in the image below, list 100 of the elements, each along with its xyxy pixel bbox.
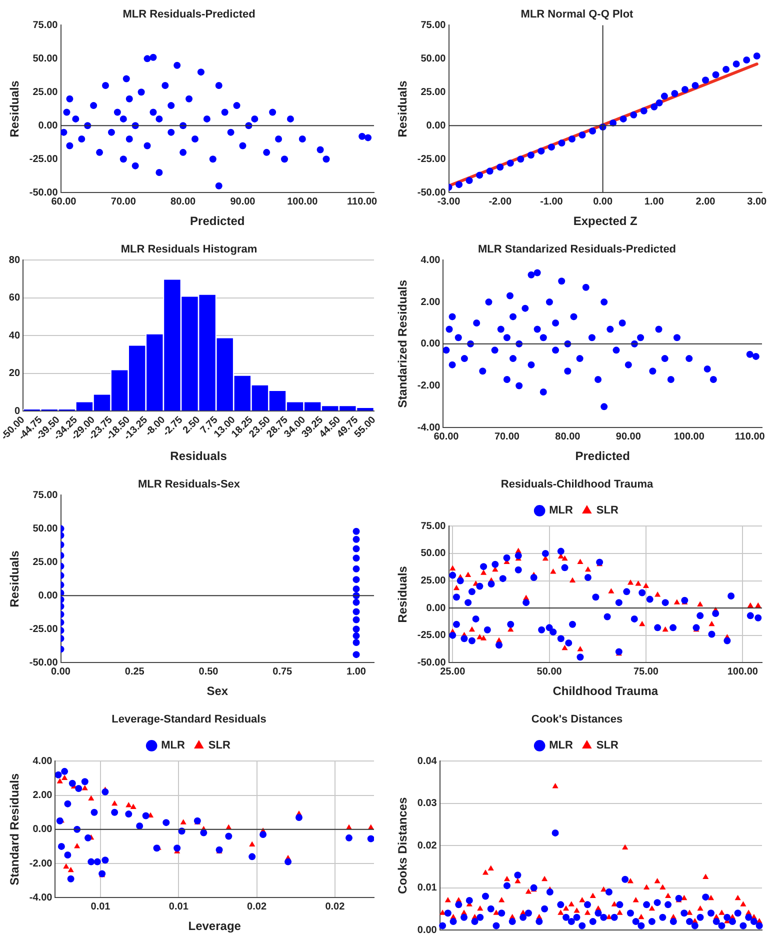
- x-tick-label: 100.00: [674, 431, 705, 442]
- x-tick-label: 2.00: [696, 196, 716, 208]
- legend-label: MLR: [549, 740, 573, 752]
- x-tick-label: 90.00: [616, 431, 642, 442]
- legend-label: SLR: [596, 504, 618, 517]
- chart-title: MLR Residuals Histogram: [120, 244, 258, 256]
- y-tick-label: 75.00: [32, 20, 58, 31]
- y-tick-label: -50.00: [29, 657, 58, 668]
- y-tick-label: 0: [14, 406, 20, 417]
- y-tick-label: 75.00: [420, 520, 446, 532]
- y-tick-label: 20: [8, 368, 20, 380]
- x-tick-label: 3.00: [747, 196, 768, 208]
- x-tick-label: 80.00: [555, 431, 581, 442]
- x-tick-label: -3.00: [437, 196, 461, 208]
- y-axis-title: Standard Residuals: [8, 773, 22, 886]
- x-tick-label: 0.75: [272, 666, 293, 678]
- x-tick-label: 80.00: [170, 196, 196, 208]
- y-tick-label: -25.00: [29, 624, 58, 635]
- legend-label: MLR: [161, 740, 185, 752]
- chart-title: Cook's Distances: [531, 714, 623, 726]
- y-tick-label: -50.00: [29, 187, 58, 198]
- chart-title: Residuals-Childhood Trauma: [500, 478, 654, 491]
- x-tick-label: -2.00: [488, 196, 512, 208]
- y-tick-label: 0.00: [417, 924, 438, 936]
- y-tick-label: -4.00: [417, 422, 441, 434]
- y-tick-label: 0.04: [417, 756, 438, 767]
- x-tick-label: 50.00: [536, 666, 562, 678]
- x-tick-label: 70.00: [110, 196, 136, 208]
- y-tick-label: -25.00: [417, 154, 446, 165]
- x-axis-title: Childhood Trauma: [552, 684, 658, 698]
- x-axis-title: Sex: [206, 684, 228, 698]
- y-tick-label: 40: [8, 330, 20, 342]
- y-tick-label: 0.00: [426, 120, 446, 132]
- y-tick-label: -2.00: [417, 380, 441, 392]
- x-tick-label: 1.00: [644, 196, 664, 208]
- y-tick-label: 50.00: [420, 53, 446, 64]
- legend-label: SLR: [208, 740, 230, 752]
- y-tick-label: 50.00: [32, 53, 58, 64]
- x-tick-label: 110.00: [347, 196, 378, 208]
- x-tick-label: 70.00: [494, 431, 520, 442]
- y-tick-label: 4.00: [32, 756, 53, 767]
- x-axis-title: Expected Z: [573, 214, 638, 228]
- y-tick-label: 2.00: [32, 790, 53, 802]
- x-tick-label: 100.00: [727, 666, 758, 678]
- y-tick-label: 25.00: [420, 86, 446, 98]
- y-tick-label: 50.00: [420, 548, 446, 560]
- y-tick-label: 80: [8, 254, 20, 266]
- y-tick-label: 25.00: [420, 576, 446, 587]
- x-tick-label: 0.50: [198, 666, 219, 678]
- x-tick-label: 0.01: [168, 901, 189, 912]
- y-tick-label: -50.00: [417, 187, 446, 198]
- x-tick-label: 0.00: [593, 196, 613, 208]
- y-tick-label: 25.00: [32, 86, 58, 98]
- y-axis-title: Residuals: [8, 550, 22, 608]
- chart-title: MLR Residuals-Sex: [138, 478, 241, 491]
- x-tick-label: 0.02: [247, 901, 267, 912]
- chart-title: MLR Standarized Residuals-Predicted: [478, 244, 676, 256]
- y-axis-title: Cooks Distances: [396, 796, 410, 894]
- y-tick-label: 2.00: [420, 296, 441, 308]
- legend-label: SLR: [596, 740, 618, 752]
- y-axis-title: Residuals: [396, 80, 410, 138]
- x-tick-label: 90.00: [230, 196, 256, 208]
- x-tick-label: 1.00: [346, 666, 366, 678]
- chart-title: MLR Normal Q-Q Plot: [520, 8, 634, 21]
- y-tick-label: 0.01: [417, 882, 438, 894]
- y-tick-label: 0.03: [417, 798, 438, 810]
- x-tick-label: -1.00: [540, 196, 564, 208]
- y-tick-label: -4.00: [29, 892, 53, 904]
- y-tick-label: 75.00: [420, 20, 446, 31]
- x-tick-label: 0.25: [124, 666, 145, 678]
- y-tick-label: -2.00: [29, 858, 53, 870]
- y-tick-label: 0.00: [38, 120, 58, 132]
- y-tick-label: 0.00: [426, 602, 446, 614]
- legend-label: MLR: [549, 504, 573, 517]
- y-tick-label: 50.00: [32, 523, 58, 534]
- y-tick-label: 0.00: [32, 824, 53, 836]
- y-tick-label: -25.00: [29, 154, 58, 165]
- y-axis-title: Standarized Residuals: [396, 280, 410, 408]
- x-tick-label: 110.00: [734, 431, 766, 442]
- x-axis-title: Predicted: [190, 214, 245, 228]
- y-tick-label: -25.00: [417, 630, 446, 642]
- y-axis-title: Residuals: [396, 566, 410, 623]
- x-tick-label: 25.00: [440, 666, 466, 678]
- x-axis-title: Predicted: [575, 449, 630, 464]
- chart-title: Leverage-Standard Residuals: [112, 714, 266, 726]
- x-tick-label: 0.00: [51, 666, 71, 678]
- x-axis-title: Residuals: [170, 449, 228, 464]
- x-tick-label: 0.01: [90, 901, 111, 912]
- y-tick-label: 25.00: [32, 556, 58, 568]
- x-tick-label: 60.00: [51, 196, 77, 208]
- y-tick-label: 75.00: [32, 490, 58, 501]
- x-tick-label: 60.00: [434, 431, 460, 442]
- x-axis-title: Leverage: [188, 919, 242, 934]
- chart-title: MLR Residuals-Predicted: [122, 8, 256, 21]
- x-tick-label: 0.02: [325, 901, 346, 912]
- y-tick-label: 4.00: [420, 254, 441, 266]
- y-tick-label: -50.00: [417, 657, 446, 668]
- y-tick-label: 0.00: [420, 338, 441, 350]
- x-tick-label: 75.00: [633, 666, 659, 678]
- y-tick-label: 0.02: [417, 840, 438, 852]
